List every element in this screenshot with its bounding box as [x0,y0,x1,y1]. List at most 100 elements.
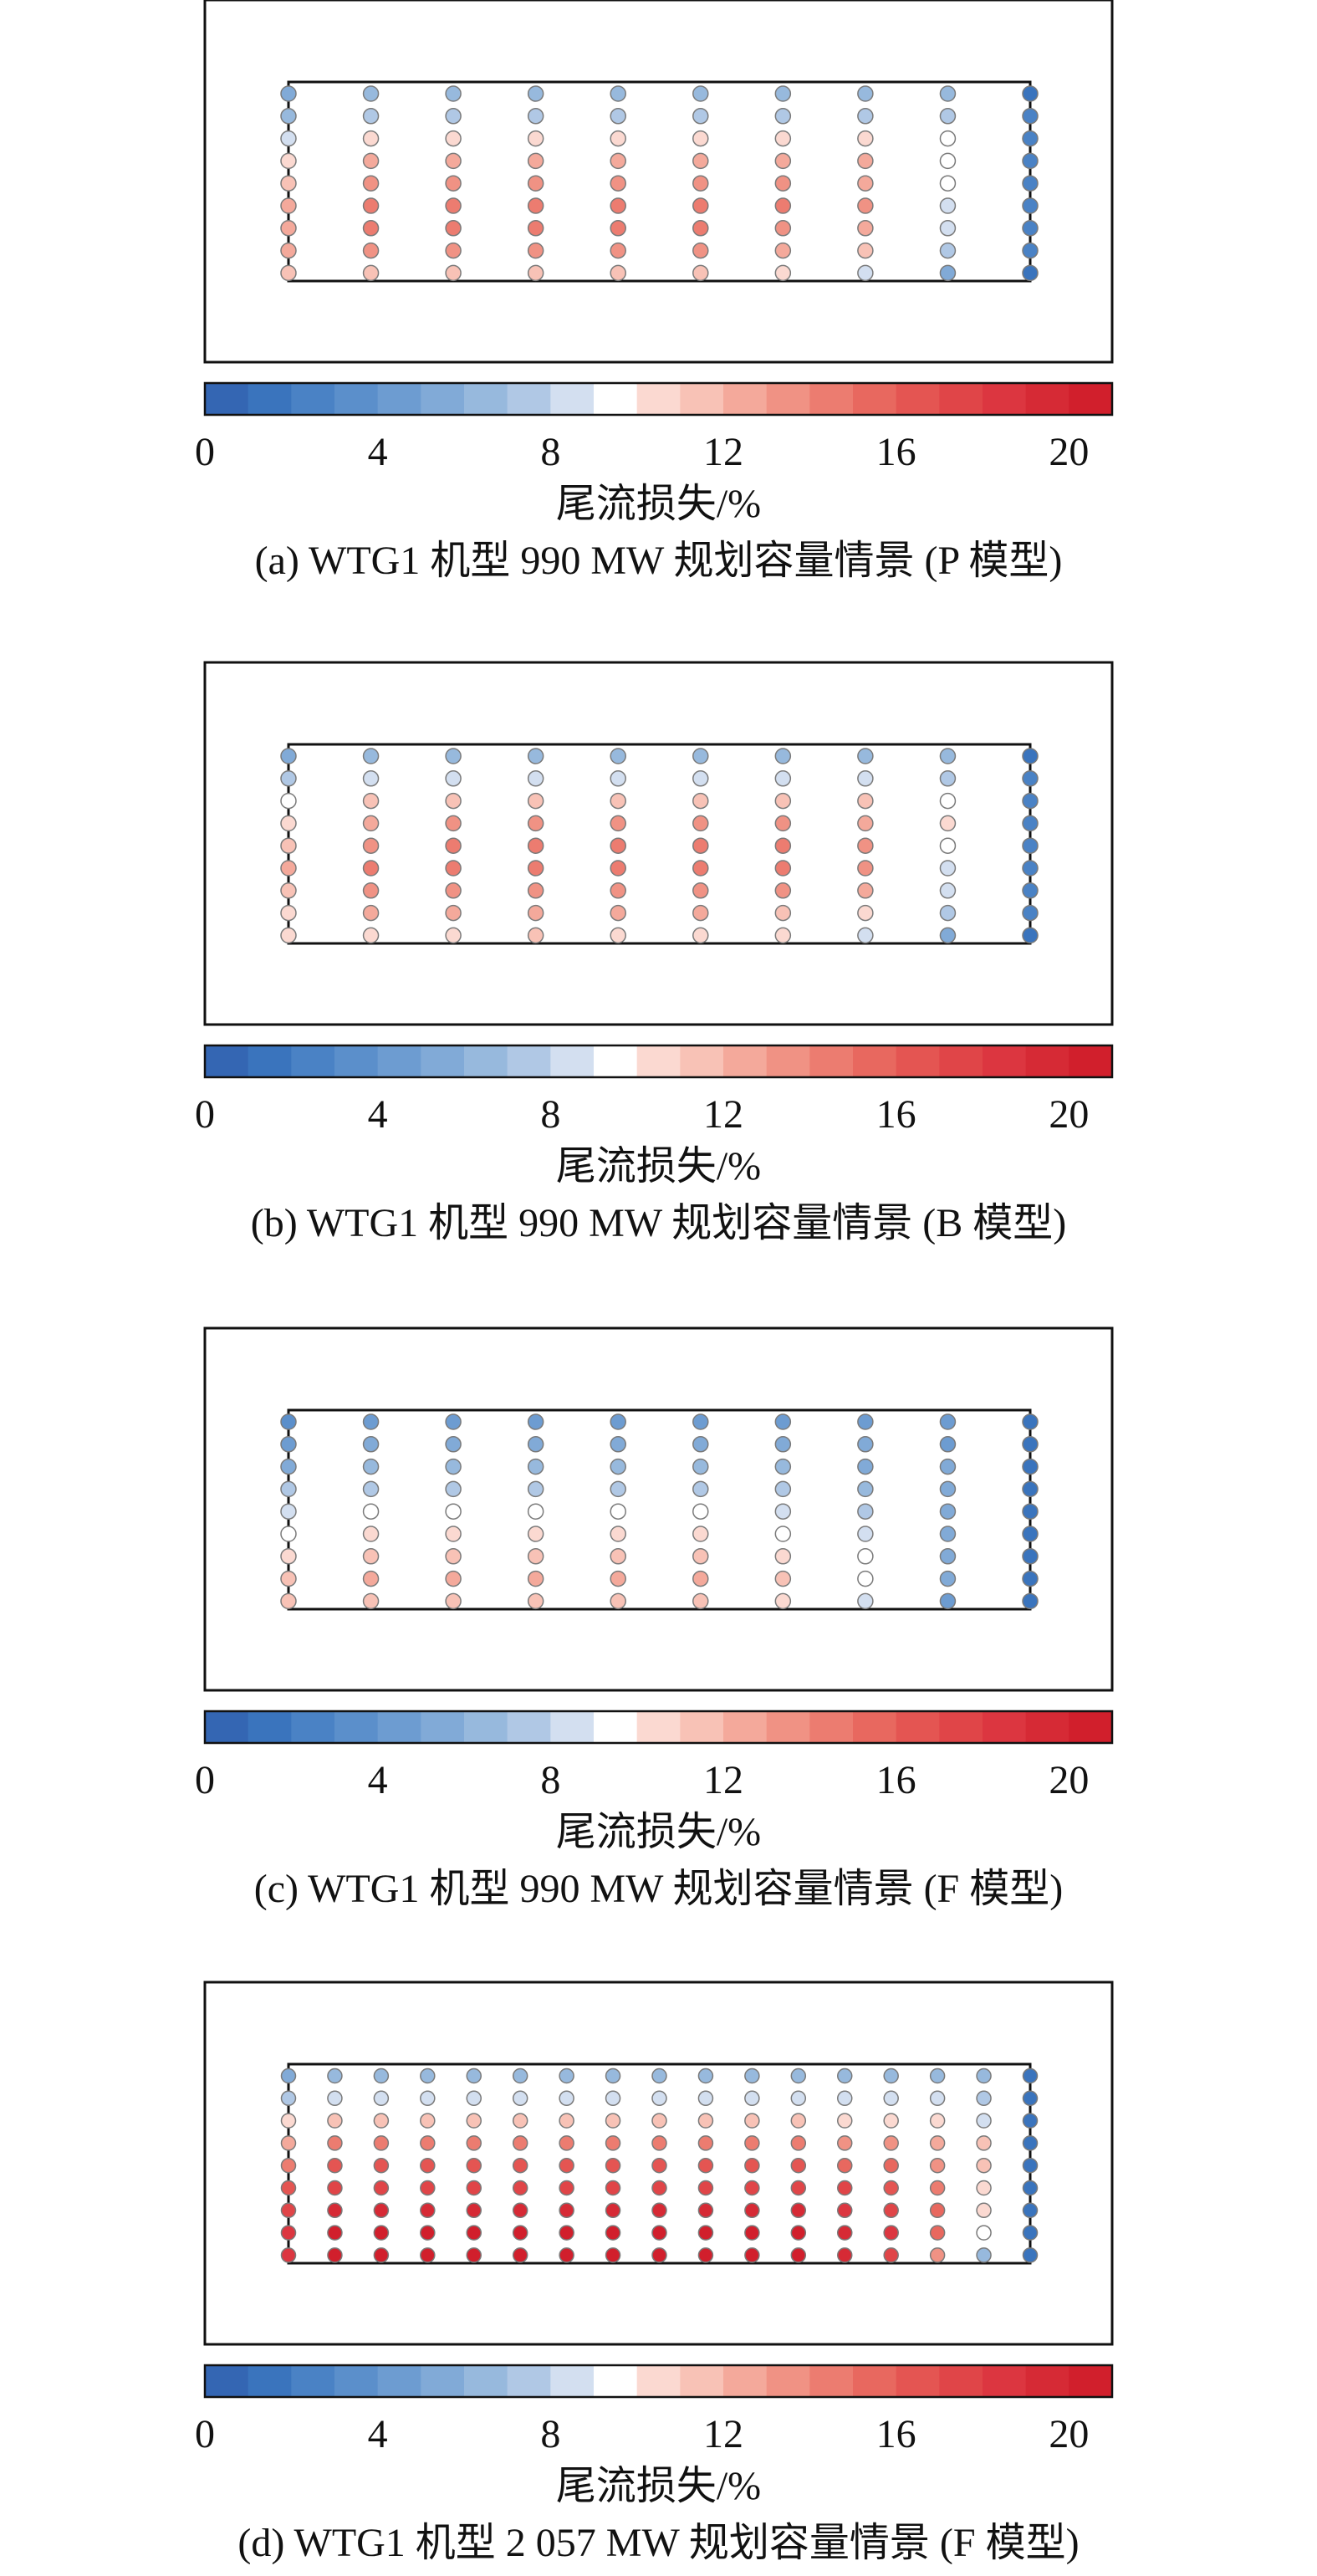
turbine-point [512,2135,528,2151]
turbine-point [559,2180,574,2196]
turbine-point [327,2247,343,2263]
colorbar-tick-label: 12 [703,2412,743,2456]
turbine-point [445,927,462,944]
turbine-point [445,242,462,259]
turbine-point [559,2225,574,2241]
plot-frame [203,0,1114,364]
turbine-point [527,242,544,259]
turbine-point [362,770,380,787]
turbine-point [610,860,626,877]
colorbar: 0 4 8 12 16 20 [195,2364,1114,2456]
turbine-point [790,2225,807,2241]
turbine-point [774,860,792,877]
turbine-point [280,1592,297,1610]
turbine-markers [280,748,1039,944]
colorbar-segment [421,1045,465,1077]
turbine-point [837,2225,853,2241]
colorbar-segment [334,2365,379,2397]
turbine-point [420,2225,436,2241]
turbine-point [466,2090,482,2107]
turbine-point [280,130,297,147]
turbine-point [1022,1458,1039,1475]
turbine-point [512,2202,528,2219]
turbine-point [605,2067,621,2084]
turbine-point [929,2090,946,2107]
turbine-point [774,152,792,170]
turbine-point [939,1413,957,1430]
turbine-point [1022,927,1039,944]
turbine-point [1022,2090,1039,2107]
turbine-point [559,2113,574,2129]
turbine-point [976,2135,992,2151]
turbine-point [692,927,709,944]
turbine-point [527,1480,544,1498]
turbine-point [420,2247,436,2263]
turbine-point [651,2113,667,2129]
turbine-point [774,1548,792,1565]
turbine-point [362,748,380,764]
turbine-point [1022,152,1039,170]
turbine-point [744,2135,760,2151]
colorbar-segment [853,2365,897,2397]
turbine-point [939,1436,957,1453]
turbine-point [373,2180,390,2196]
colorbar-segment [723,2365,768,2397]
turbine-point [527,197,544,214]
turbine-point [857,130,874,147]
turbine-point [939,264,957,282]
colorbar-segment [334,1045,379,1077]
turbine-point [774,904,792,922]
colorbar: 0 4 8 12 16 20 [195,1710,1114,1802]
turbine-point [362,860,380,877]
turbine-point [774,1458,792,1475]
turbine-point [466,2113,482,2129]
turbine-point [373,2090,390,2107]
turbine-point [857,927,874,944]
turbine-point [692,1548,709,1565]
turbine-point [445,770,462,787]
turbine-point [929,2180,946,2196]
turbine-point [929,2135,946,2151]
turbine-point [605,2180,621,2196]
turbine-point [527,837,544,854]
turbine-point [857,904,874,922]
turbine-point [883,2157,899,2174]
colorbar-segment [205,1045,249,1077]
turbine-point [883,2135,899,2151]
turbine-point [527,85,544,102]
turbine-point [1022,2247,1039,2263]
turbine-point [1022,242,1039,259]
turbine-point [939,837,957,854]
turbine-point [527,748,544,764]
turbine-point [774,1592,792,1610]
turbine-point [280,242,297,259]
turbine-point [420,2113,436,2129]
turbine-point [837,2135,853,2151]
turbine-point [774,882,792,899]
turbine-point [774,770,792,787]
turbine-point [512,2180,528,2196]
turbine-point [373,2202,390,2219]
turbine-point [362,264,380,282]
colorbar-frame [203,1710,1114,1745]
colorbar-segment [636,383,681,415]
colorbar-segment [1025,1711,1069,1743]
turbine-point [605,2225,621,2241]
turbine-point [466,2202,482,2219]
plot-frame [203,661,1114,1026]
turbine-point [1022,1436,1039,1453]
turbine-point [774,130,792,147]
colorbar-segment [939,1045,983,1077]
turbine-point [362,242,380,259]
turbine-point [857,1592,874,1610]
colorbar-segment [1025,1045,1069,1077]
turbine-point [939,1458,957,1475]
colorbar-segment [636,1045,681,1077]
colorbar-segment [594,1045,638,1077]
turbine-point [692,837,709,854]
turbine-point [790,2067,807,2084]
turbine-point [857,220,874,237]
turbine-point [445,175,462,192]
colorbar-tick-label: 16 [876,1758,916,1802]
colorbar-frame [203,381,1114,417]
